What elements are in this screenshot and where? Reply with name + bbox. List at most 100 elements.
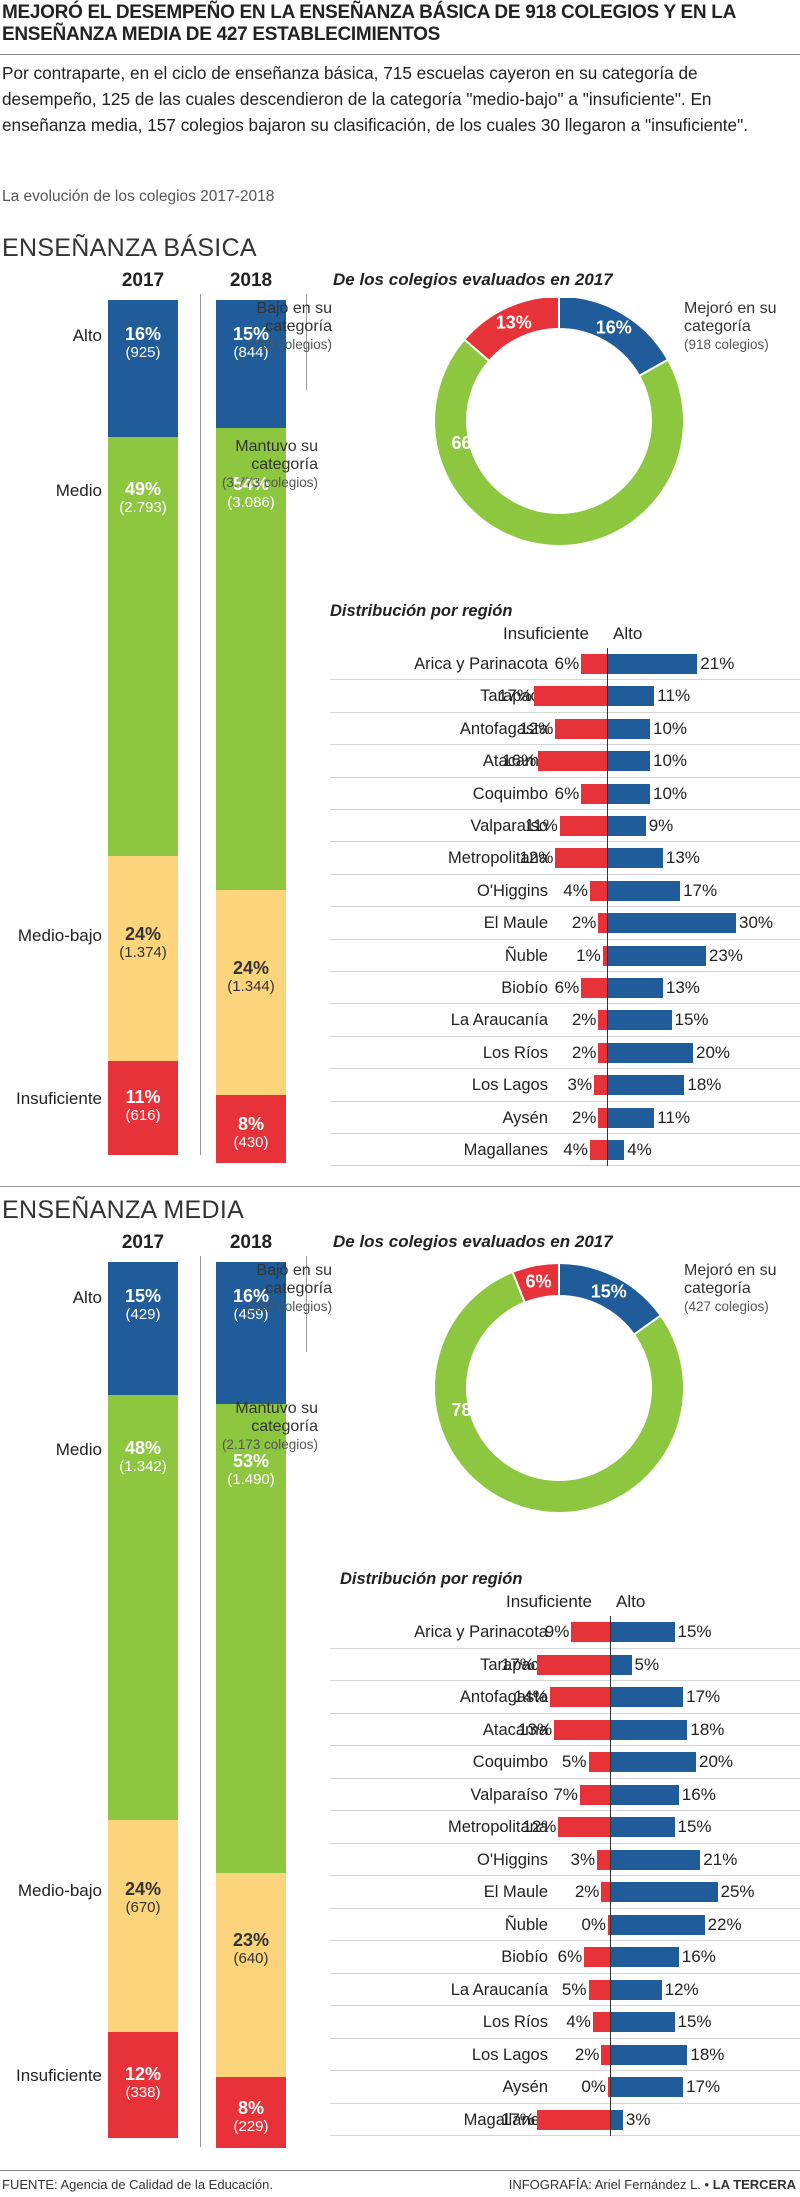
year-label-2018: 2018 [229,1232,273,1253]
segment-percent: 16% [124,324,162,344]
value-alto: 13% [665,978,700,997]
value-insuficiente: 6% [557,1947,583,1966]
bar-alto [610,1687,684,1707]
row-divider [330,2135,800,2136]
bar-alto [607,1010,672,1031]
region-title: Distribución por región [340,1570,523,1588]
caption-title-2: categoría [684,1280,751,1297]
bar-alto [610,2077,684,2097]
donut-slice-bajo [511,1261,560,1304]
value-insuficiente: 6% [554,654,580,673]
caption-title-2: categoría [251,1418,318,1435]
value-insuficiente: 2% [571,1107,597,1127]
value-alto: 18% [690,1719,725,1739]
bar-insuficiente [594,1075,607,1096]
bar-alto [610,2012,675,2032]
caption-title-2: categoría [251,456,318,473]
value-insuficiente: 9% [544,1622,570,1641]
row-divider [330,1940,800,1941]
value-alto: 5% [634,1654,660,1674]
row-divider [330,1972,800,1974]
donut-title: De los colegios evaluados en 2017 [333,1232,613,1251]
bar-alto [607,1140,625,1160]
region-row: Antofagasta 14% 17% [330,1681,800,1714]
row-divider [330,1745,800,1746]
bar-alto [607,686,655,707]
caption-title: Bajó en su [256,300,332,317]
region-name: O'Higgins [476,1850,548,1869]
value-insuficiente: 13% [518,1719,553,1739]
region-row: Tarapacá 17% 11% [330,680,800,713]
bar-insuficiente [559,816,607,836]
caption-title: Mantuvo su [235,438,318,455]
bar-alto [610,1654,632,1675]
credit-note: INFOGRAFÍA: Ariel Fernández L. • LA TERC… [508,2177,796,2192]
row-divider [330,1100,800,1102]
legend-insuficiente: Insuficiente [503,624,589,643]
intro-paragraph: Por contraparte, en el ciclo de enseñanz… [2,63,748,135]
region-row: Los Ríos 4% 15% [330,2006,800,2039]
bar-alto [607,913,736,934]
caption-note: (2.173 colegios) [221,1437,318,1452]
row-divider [330,679,800,681]
region-row: La Araucanía 2% 15% [330,1004,800,1037]
bar-insuficiente [588,1752,610,1772]
donut-caption-mejoro: Mejoró en su categoría (918 colegios) [684,300,800,354]
region-row: El Maule 2% 25% [330,1876,800,1909]
region-name: El Maule [483,1883,548,1901]
bar-insuficiente [555,848,607,869]
bar-alto [610,1752,696,1772]
value-insuficiente: 4% [563,1140,588,1159]
region-name: Coquimbo [472,784,548,803]
bar-segment-alto: 16% (459) [216,1262,286,1404]
region-row: Los Lagos 2% 18% [330,2039,800,2071]
value-insuficiente: 1% [576,945,601,965]
value-insuficiente: 12% [519,718,554,738]
bar-alto [610,1849,701,1870]
value-insuficiente: 7% [553,1784,578,1804]
region-title: Distribución por región [330,602,513,620]
row-divider [330,906,800,908]
bar-insuficiente [549,1687,610,1707]
bar-insuficiente [581,978,607,998]
value-insuficiente: 5% [561,1752,587,1771]
bar-segment-insuficiente: 8% (430) [216,1095,286,1163]
segment-count: (459) [233,1306,269,1323]
bar-insuficiente [555,718,607,739]
region-name: Antofagasta [459,1688,548,1706]
region-row: O'Higgins 3% 21% [330,1844,800,1876]
bar-insuficiente [579,1784,610,1805]
value-alto: 25% [720,1882,755,1901]
region-name: La Araucanía [450,1980,548,1999]
value-insuficiente: 2% [574,1882,600,1901]
row-divider [330,1680,800,1681]
segment-percent: 48% [124,1438,162,1458]
bar-segment-medio_bajo: 24% (1.374) [108,856,178,1061]
segment-count: (844) [233,344,269,361]
row-divider [330,776,800,778]
evolution-label: La evolución de los colegios 2017-2018 [2,188,275,205]
section-divider [0,1186,800,1187]
bar-insuficiente [584,1947,610,1967]
region-name: Arica y Parinacota [414,1623,548,1641]
row-divider [330,1003,800,1005]
row-label-medio: Medio [55,1440,102,1459]
value-insuficiente: 2% [574,2044,600,2064]
region-name: Biobío [501,1948,548,1966]
donut-label-mantuvo: 66% [451,433,487,453]
value-alto: 12% [664,1979,699,1999]
region-name: El Maule [483,914,548,933]
row-label-insuficiente: Insuficiente [16,2066,102,2085]
donut-caption-mantuvo: Mantuvo su categoría (2.173 colegios) [188,1400,318,1454]
region-name: Tarapacá [480,687,548,706]
value-alto: 18% [690,2044,725,2064]
bar-insuficiente [589,880,607,901]
bar-segment-medio: 54% (3.086) [216,428,286,890]
bar-insuficiente [581,783,607,804]
donut-caption-mantuvo: Mantuvo su categoría (3.773 colegios) [188,438,318,492]
region-name: Atacama [482,752,548,771]
credit-text: INFOGRAFÍA: Ariel Fernández L. [508,2177,701,2192]
bar-segment-alto: 15% (844) [216,300,286,428]
legend-insuficiente: Insuficiente [506,1592,592,1611]
value-insuficiente: 0% [581,2077,606,2096]
